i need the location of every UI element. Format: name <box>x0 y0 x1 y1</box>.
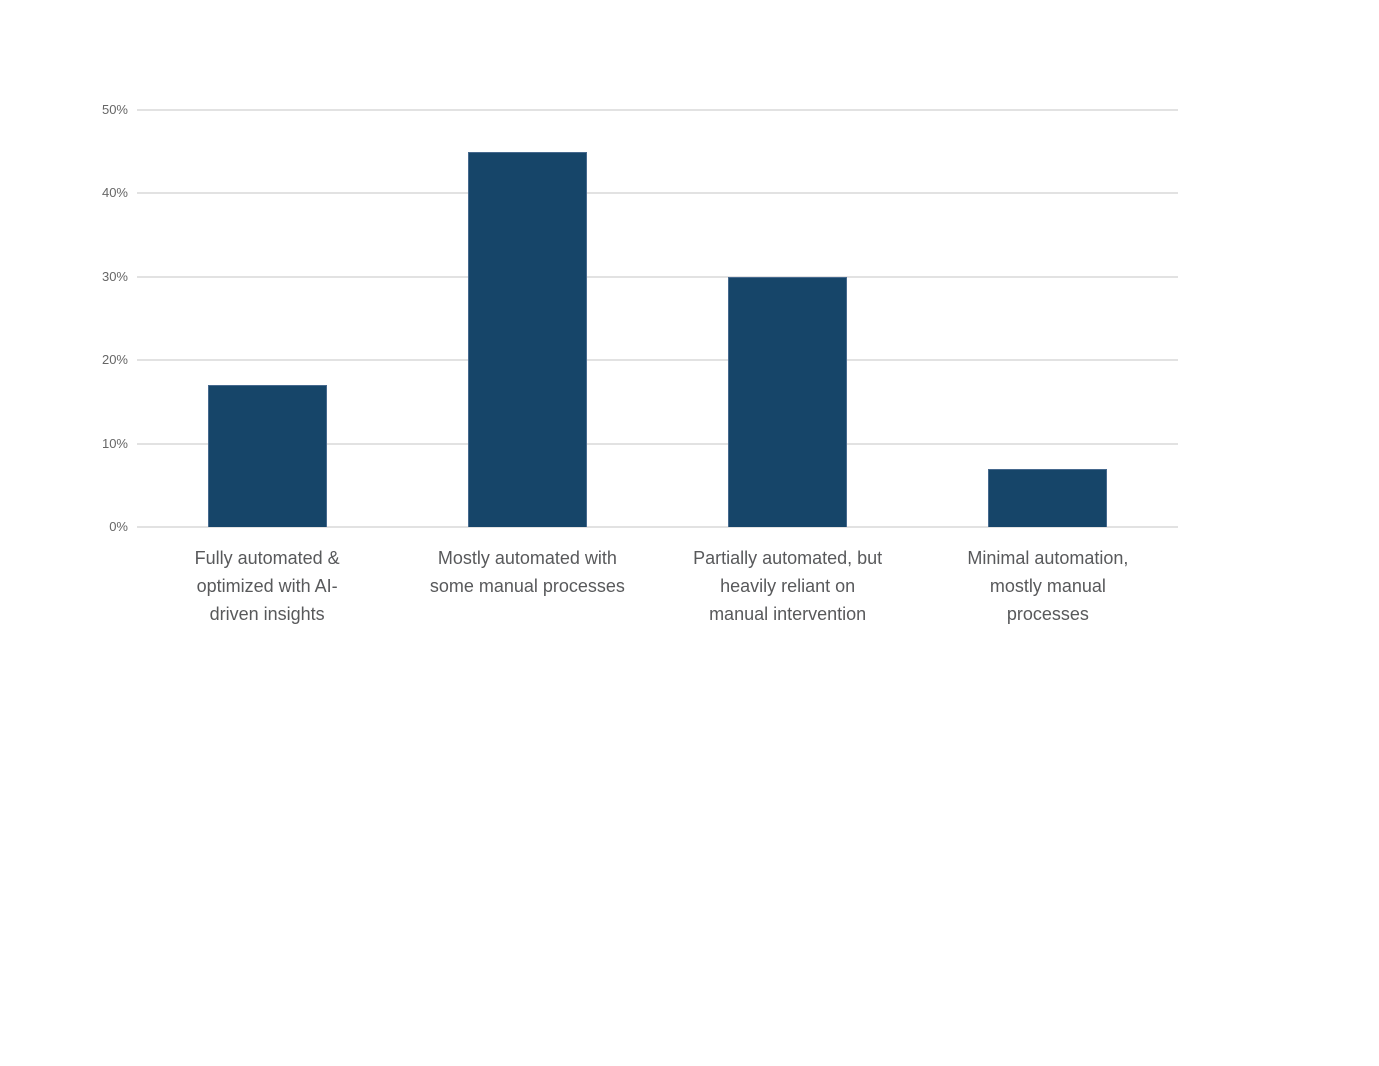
x-axis-category-label-line: driven insights <box>209 604 325 624</box>
x-axis-category-label-line: Minimal automation, <box>967 548 1129 568</box>
plot-area <box>137 109 1178 528</box>
x-axis-category-label-line: some manual processes <box>429 576 625 596</box>
x-axis-category-label-line: mostly manual <box>989 576 1106 596</box>
x-axis-category-label: Partially automated, but heavily reliant … <box>658 544 918 628</box>
y-axis-tick-label: 10% <box>101 435 128 451</box>
x-axis-category-label-line: Mostly automated with <box>437 548 617 568</box>
y-axis-tick-label: 50% <box>101 102 128 117</box>
gridline <box>137 275 1178 278</box>
x-axis-category-label-line: Fully automated & <box>194 548 340 568</box>
gridline <box>137 359 1178 362</box>
gridline <box>137 526 1178 528</box>
bar <box>207 385 327 527</box>
x-axis-category-label: Fully automated & optimized with AI-drive… <box>137 544 397 628</box>
bar <box>988 468 1108 527</box>
x-axis-category-label-line: optimized with AI- <box>196 576 338 596</box>
gridline <box>137 109 1178 111</box>
x-axis-category-label: Mostly automated with some manual process… <box>397 544 657 600</box>
bar <box>467 151 587 527</box>
y-axis-tick-label: 40% <box>101 185 128 201</box>
x-axis-category-label-line: manual intervention <box>709 604 867 624</box>
x-axis-category-label-line: Partially automated, but <box>693 548 883 568</box>
y-axis-tick-label: 20% <box>101 352 128 368</box>
x-axis-category-label: Minimal automation, mostly manual processe… <box>918 544 1178 628</box>
y-axis-tick-label: 0% <box>109 519 128 534</box>
bar <box>728 276 848 527</box>
y-axis-tick-label: 30% <box>101 268 128 284</box>
gridline <box>137 192 1178 195</box>
gridline <box>137 442 1178 445</box>
x-axis-category-label-line: processes <box>1006 604 1089 624</box>
x-axis-category-label-line: heavily reliant on <box>720 576 856 596</box>
bar-chart: 0% 10% 20% 30% 40% 50% Fully automated & optim… <box>101 102 1178 628</box>
